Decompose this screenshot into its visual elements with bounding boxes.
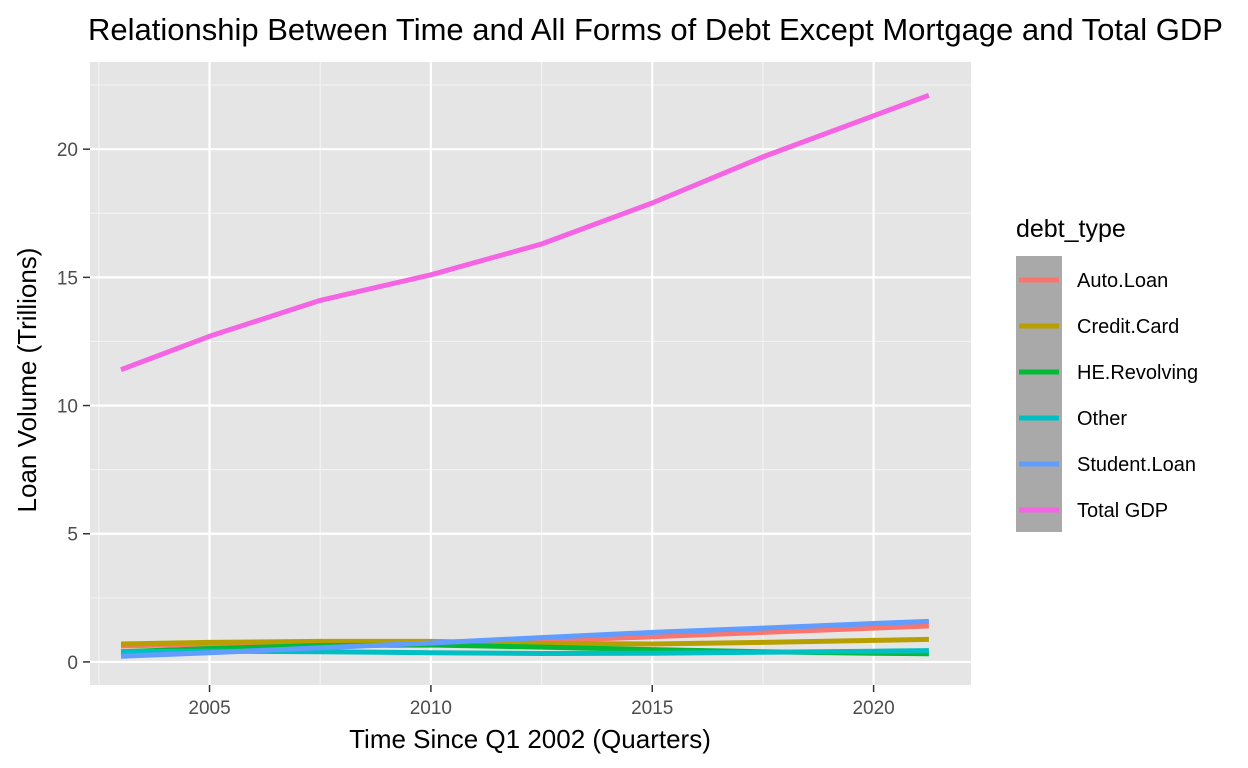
y-tick-label: 15 (57, 268, 78, 289)
minor-gridlines (90, 62, 971, 685)
plot-panel (90, 62, 971, 685)
legend-key-background (1016, 256, 1062, 532)
series-line-student-loan (120, 618, 929, 659)
series-lines (120, 92, 930, 659)
y-axis-title: Loan Volume (Trillions) (12, 248, 42, 513)
legend-title: debt_type (1016, 215, 1126, 243)
legend-label-auto-loan: Auto.Loan (1077, 270, 1168, 292)
legend-label-he-revolving: HE.Revolving (1077, 362, 1198, 384)
y-axis-ticks: 0 5 10 15 20 (57, 140, 90, 674)
x-axis-title: Time Since Q1 2002 (Quarters) (349, 724, 711, 754)
legend-label-total-gdp: Total GDP (1077, 500, 1168, 522)
y-tick-label: 20 (57, 140, 78, 161)
legend: debt_type Auto.Loan Credit.Card HE.Revolvi… (1016, 215, 1198, 532)
series-line-credit-card (120, 636, 929, 647)
legend-label-student-loan: Student.Loan (1077, 454, 1196, 476)
x-tick-label: 2010 (410, 698, 452, 719)
series-line-total-gdp (120, 92, 930, 373)
y-tick-label: 5 (67, 525, 78, 546)
y-tick-label: 10 (57, 397, 78, 418)
x-axis-ticks: 2005 2010 2015 2020 (188, 685, 895, 719)
legend-label-credit-card: Credit.Card (1077, 316, 1179, 338)
major-gridlines (90, 62, 971, 685)
chart-title: Relationship Between Time and All Forms … (88, 12, 1223, 47)
x-tick-label: 2015 (631, 698, 673, 719)
legend-label-other: Other (1077, 408, 1127, 430)
x-tick-label: 2020 (852, 698, 894, 719)
legend-items: Auto.Loan Credit.Card HE.Revolving Other Stu… (1019, 270, 1198, 522)
y-tick-label: 0 (67, 653, 78, 674)
x-tick-label: 2005 (188, 698, 230, 719)
